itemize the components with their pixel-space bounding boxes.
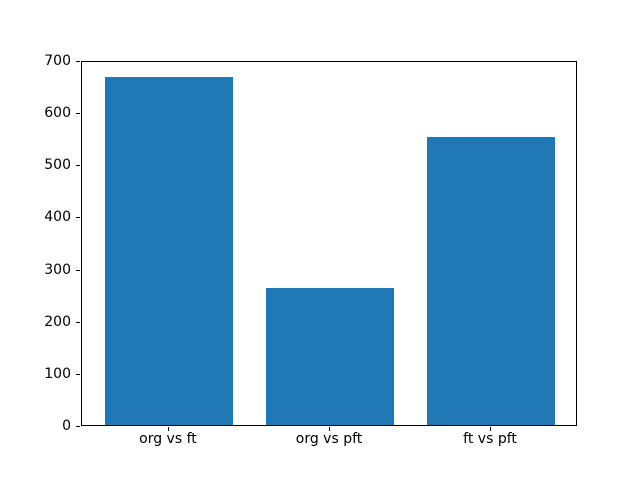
y-tick-label: 0 [62, 418, 71, 434]
y-tick-mark [76, 113, 80, 114]
y-tick-mark [76, 217, 80, 218]
x-tick-mark [490, 427, 492, 431]
y-tick-label: 500 [44, 157, 71, 174]
y-tick-mark [76, 165, 80, 166]
y-tick-label: 300 [44, 261, 71, 278]
x-tick-label: ft vs pft [463, 431, 517, 447]
y-tick-mark [76, 426, 80, 427]
y-tick-label: 600 [44, 105, 71, 122]
x-tick-mark [329, 427, 330, 431]
y-tick-label: 200 [44, 313, 71, 330]
plot-area [76, 61, 577, 431]
y-tick-mark [76, 374, 80, 375]
y-tick-label: 400 [44, 209, 71, 226]
axis-ticks-layer [76, 61, 576, 431]
bar-ft-vs-pft [426, 136, 556, 425]
y-tick-label: 100 [44, 365, 71, 382]
y-tick-label: 700 [44, 53, 71, 69]
bars-layer [82, 62, 576, 425]
y-tick-mark [76, 270, 80, 271]
y-tick-mark [76, 322, 80, 323]
x-tick-label: org vs ft [139, 431, 197, 447]
bar-org-vs-ft [104, 76, 234, 425]
x-tick-label: org vs pft [295, 431, 363, 447]
x-tick-mark [167, 427, 169, 431]
y-tick-mark [76, 61, 80, 62]
bar-org-vs-pft [265, 287, 395, 425]
